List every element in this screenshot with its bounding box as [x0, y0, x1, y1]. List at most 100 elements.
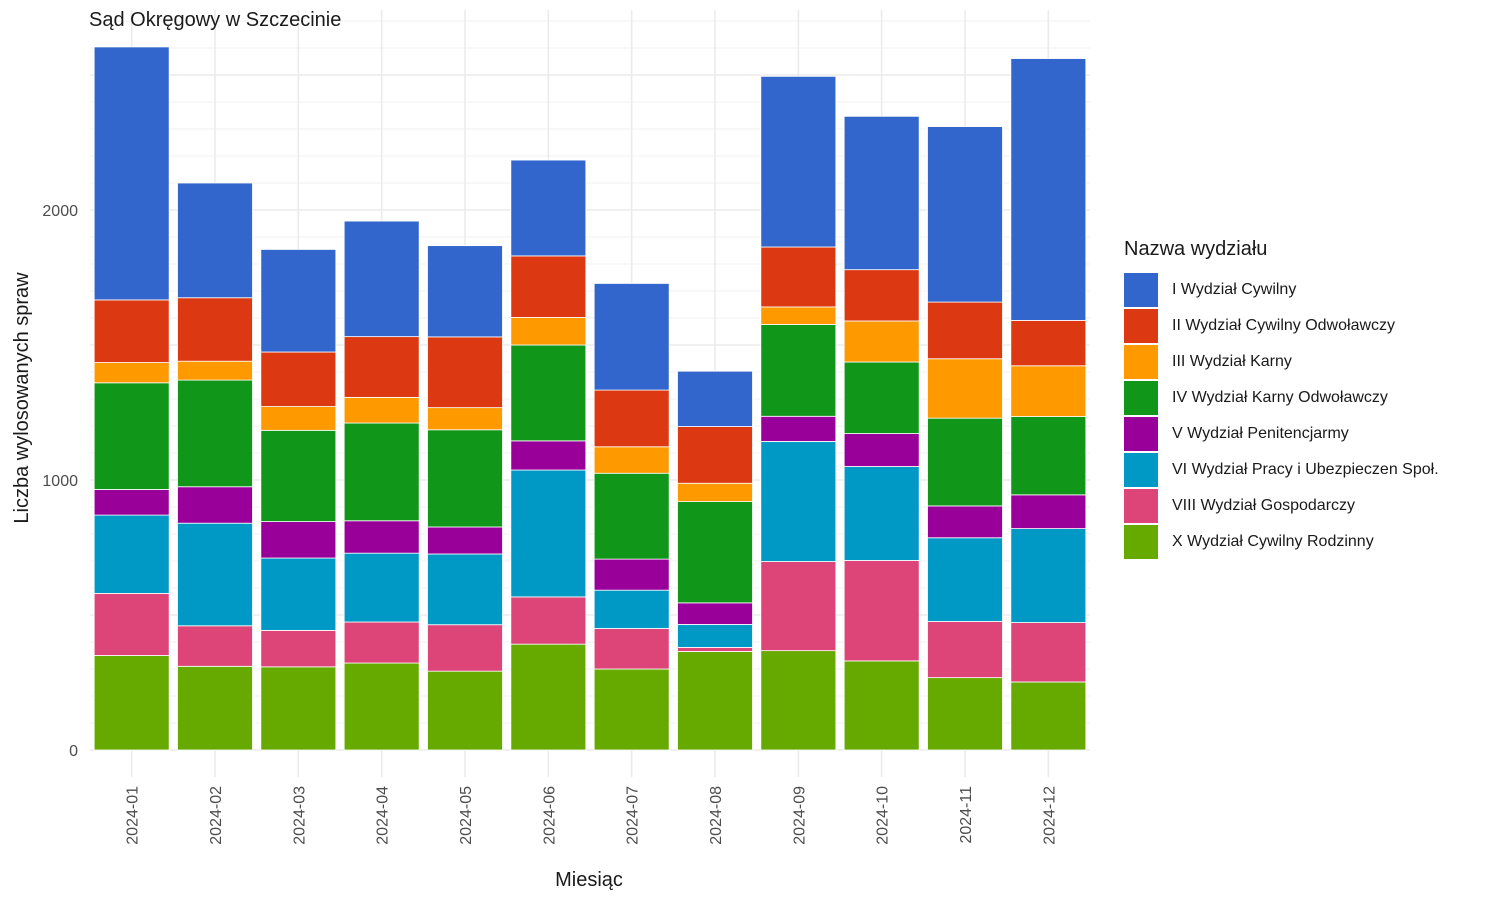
bar-segment: [343, 396, 420, 424]
bar-segment: [593, 668, 670, 751]
bar-segment: [760, 415, 837, 442]
bar-segment: [843, 560, 920, 662]
legend-label: I Wydział Cywilny: [1172, 281, 1297, 298]
bar-segment: [260, 351, 337, 407]
legend-label: VIII Wydział Gospodarczy: [1172, 497, 1356, 514]
chart-title: Sąd Okręgowy w Szczecinie: [89, 9, 341, 31]
bar-segment: [260, 429, 337, 522]
bar-segment: [177, 625, 253, 667]
bar-segment: [510, 440, 587, 471]
x-axis-label: Miesiąc: [555, 869, 623, 891]
bar-segment: [93, 299, 170, 363]
bar-segment: [927, 126, 1003, 303]
legend-items: I Wydział Cywilny II Wydział Cywilny Odwo…: [1124, 272, 1439, 560]
bar-segment: [760, 650, 837, 751]
bar-segment: [260, 249, 337, 353]
bar-segment: [343, 621, 420, 664]
bar-segment: [510, 317, 587, 346]
bar-segment: [427, 245, 503, 338]
bar-segment: [1010, 320, 1087, 367]
x-tick-label: 2024-12: [1041, 786, 1058, 845]
bar-segment: [927, 537, 1003, 622]
bar-segment: [177, 486, 253, 524]
legend-swatch: [1124, 417, 1158, 451]
bar-segment: [593, 589, 670, 629]
bar-segment: [760, 440, 837, 562]
bar-segment: [343, 422, 420, 522]
bar-segment: [427, 526, 503, 555]
bar-segment: [1010, 681, 1087, 751]
bar-segment: [593, 472, 670, 560]
bar-segment: [260, 629, 337, 668]
y-tick-label: 1000: [42, 473, 78, 490]
bar-segment: [1010, 622, 1087, 683]
bar-segment: [843, 361, 920, 434]
bar-segment: [93, 655, 170, 751]
x-tick-label: 2024-02: [208, 786, 225, 845]
legend-item: VI Wydział Pracy i Ubezpieczen Społ.: [1124, 452, 1439, 488]
legend-item: II Wydział Cywilny Odwoławczy: [1124, 308, 1439, 344]
bar-segment: [677, 602, 753, 625]
bar-segment: [677, 501, 753, 604]
bar-segment: [343, 520, 420, 554]
y-axis-ticks: 0 1000 2000: [42, 203, 78, 760]
bar-segment: [1010, 528, 1087, 623]
legend-item: IV Wydział Karny Odwoławczy: [1124, 380, 1439, 416]
legend: Nazwa wydziału I Wydział Cywilny II Wydzi…: [1124, 236, 1439, 560]
bar-segment: [93, 362, 170, 384]
bar-segment: [93, 489, 170, 516]
legend-label: IV Wydział Karny Odwoławczy: [1172, 389, 1388, 406]
bar-segment: [677, 624, 753, 648]
bar-segment: [260, 557, 337, 631]
bar-segment: [677, 482, 753, 502]
bar-segment: [677, 647, 753, 652]
x-axis-ticks: 2024-01 2024-02 2024-03 2024-04 2024-05 2024-…: [125, 786, 1059, 845]
bar-segment: [510, 344, 587, 442]
legend-swatch: [1124, 381, 1158, 415]
bar-segment: [260, 521, 337, 559]
x-tick-label: 2024-01: [125, 786, 142, 845]
x-tick-label: 2024-11: [958, 786, 975, 844]
bar-segment: [510, 469, 587, 598]
bar-segment: [677, 426, 753, 484]
legend-label: X Wydział Cywilny Rodzinny: [1172, 533, 1374, 550]
legend-item: VIII Wydział Gospodarczy: [1124, 488, 1439, 524]
bar-segment: [343, 552, 420, 623]
bar-segment: [843, 433, 920, 467]
bar-segment: [843, 660, 920, 751]
bar-segment: [427, 429, 503, 528]
legend-item: III Wydział Karny: [1124, 344, 1439, 380]
legend-swatch: [1124, 489, 1158, 523]
bar-segment: [427, 336, 503, 409]
bar-segment: [343, 220, 420, 338]
legend-swatch: [1124, 309, 1158, 343]
bar-segment: [177, 665, 253, 751]
y-axis-label: Liczba wylosowanych spraw: [11, 272, 33, 524]
bar-segment: [510, 255, 587, 318]
x-tick-label: 2024-04: [375, 786, 392, 845]
bar-segment: [760, 306, 837, 325]
x-tick-label: 2024-07: [625, 786, 642, 845]
bar-segment: [677, 651, 753, 751]
legend-item: I Wydział Cywilny: [1124, 272, 1439, 308]
bar-segment: [427, 670, 503, 751]
bar-segment: [1010, 494, 1087, 530]
bar-segment: [1010, 365, 1087, 417]
bar-segment: [843, 269, 920, 322]
legend-swatch: [1124, 525, 1158, 559]
bar-segment: [927, 505, 1003, 539]
legend-swatch: [1124, 453, 1158, 487]
x-tick-label: 2024-06: [541, 786, 558, 845]
x-tick-label: 2024-08: [708, 786, 725, 845]
bar-segment: [510, 643, 587, 751]
bar-segment: [927, 301, 1003, 360]
legend-item: V Wydział Penitencjarmy: [1124, 416, 1439, 452]
legend-swatch: [1124, 273, 1158, 307]
x-tick-label: 2024-09: [791, 786, 808, 845]
bar-segment: [843, 466, 920, 561]
bar-segment: [177, 379, 253, 488]
y-tick-label: 0: [69, 743, 78, 760]
legend-label: III Wydział Karny: [1172, 353, 1292, 370]
bar-segment: [177, 297, 253, 362]
